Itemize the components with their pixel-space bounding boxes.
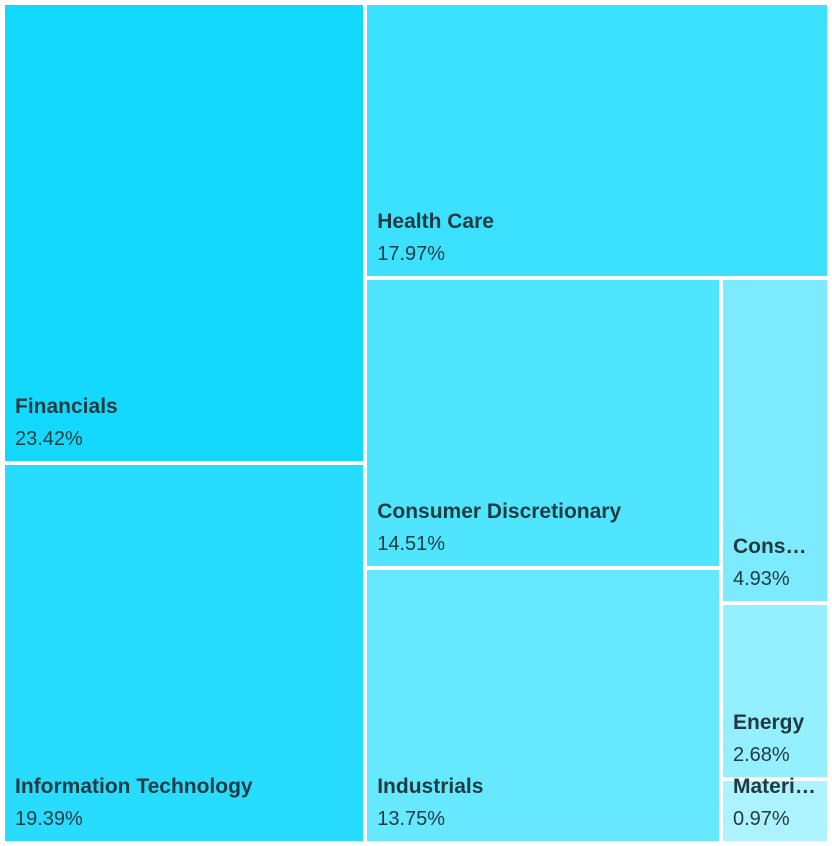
tile-label: Materials 0.97% (733, 774, 819, 831)
tile-name-energy: Energy (732, 711, 805, 735)
tile-value-materials: 0.97% (732, 807, 790, 830)
tile-name-information-technology: Information Technology (15, 774, 253, 798)
tile-energy[interactable]: Energy 2.68% (720, 602, 829, 780)
tile-industrials[interactable]: Industrials 13.75% (365, 568, 721, 843)
tile-label: Health Care 17.97% (377, 209, 819, 266)
tile-label: Information Technology 19.39% (15, 774, 355, 831)
tile-consumer-discretionary[interactable]: Consumer Discretionary 14.51% (365, 278, 721, 569)
tile-value-consumer-staples: 4.93% (732, 567, 790, 590)
tile-label: Consum... 4.93% (733, 534, 819, 591)
tile-name-health-care: Health Care (377, 210, 494, 234)
tile-financials[interactable]: Financials 23.42% (3, 3, 366, 463)
tile-value-information-technology: 19.39% (15, 807, 83, 830)
tile-value-health-care: 17.97% (377, 243, 446, 266)
tile-label: Consumer Discretionary 14.51% (377, 499, 711, 556)
tile-label: Energy 2.68% (733, 710, 819, 767)
tile-materials[interactable]: Materials 0.97% (720, 775, 829, 843)
tile-label: Financials 23.42% (15, 394, 355, 451)
tile-value-financials: 23.42% (15, 427, 83, 450)
tile-value-consumer-discretionary: 14.51% (377, 533, 446, 556)
tile-label: Industrials 13.75% (377, 774, 711, 831)
tile-consumer-staples[interactable]: Consum... 4.93% (720, 278, 829, 603)
tile-name-consumer-staples: Consum... (732, 534, 819, 558)
tile-information-technology[interactable]: Information Technology 19.39% (3, 462, 366, 843)
tile-health-care[interactable]: Health Care 17.97% (365, 3, 829, 279)
tile-name-materials: Materials (732, 774, 819, 798)
tile-value-energy: 2.68% (732, 744, 790, 767)
tile-name-consumer-discretionary: Consumer Discretionary (377, 500, 622, 524)
tile-name-industrials: Industrials (377, 774, 484, 798)
tile-name-financials: Financials (15, 394, 118, 418)
tile-value-industrials: 13.75% (377, 807, 446, 830)
